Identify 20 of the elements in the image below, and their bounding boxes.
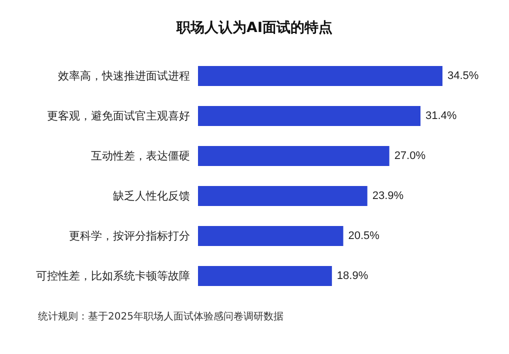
data-label: 34.5% [447,70,479,82]
bar [198,186,368,206]
y-tick-label: 效率高，快速推进面试进程 [58,70,190,82]
bar [198,266,332,286]
data-label: 27.0% [394,150,426,162]
y-tick-label: 更客观，避免面试官主观喜好 [47,110,190,122]
y-tick-label: 更科学，按评分指标打分 [69,230,190,242]
y-tick-label: 缺乏人性化反馈 [113,190,190,202]
bar [198,106,420,126]
y-tick-label: 可控性差，比如系统卡顿等故障 [36,270,190,282]
bar [198,66,442,86]
bar [198,226,344,246]
y-tick-label: 互动性差，表达僵硬 [91,150,190,162]
chart-title: 职场人认为AI面试的特点 [175,20,333,36]
data-label: 23.9% [372,190,404,202]
data-label: 18.9% [336,270,368,282]
data-label: 31.4% [425,110,457,122]
text: 统计规则：基于2025年职场人面试体验感问卷调研数据 [38,310,284,322]
bar [198,146,390,166]
data-label: 20.5% [348,230,380,242]
